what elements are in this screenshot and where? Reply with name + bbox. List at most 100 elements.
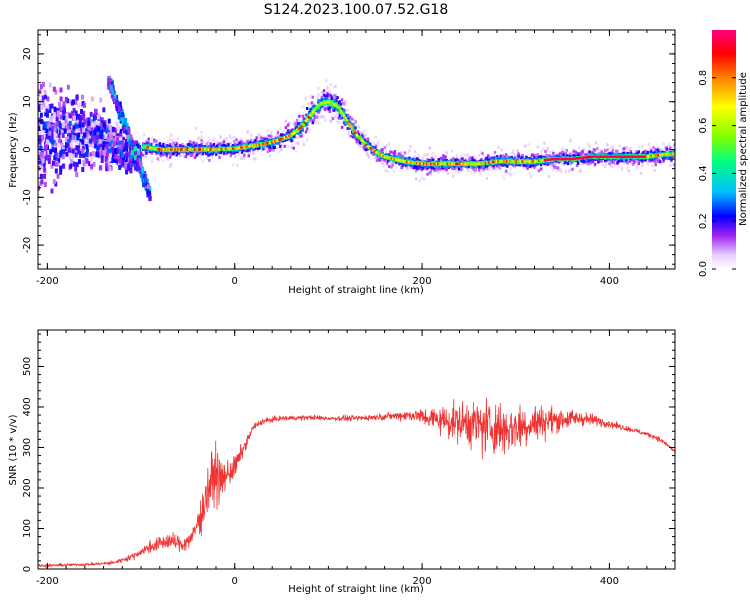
spectrogram-pixel <box>650 148 653 152</box>
spectrogram-pixel <box>317 93 320 97</box>
spectrogram-pixel <box>268 154 272 158</box>
spectrogram-pixel <box>133 155 137 161</box>
spectrogram-pixel <box>581 162 584 166</box>
spectrogram-pixel <box>70 110 74 116</box>
spectrogram-pixel <box>312 103 316 107</box>
spectrogram-pixel <box>632 162 635 166</box>
spectrogram-pixel <box>204 150 208 154</box>
spectrogram-pixel <box>262 137 265 141</box>
spectrogram-pixel <box>673 143 675 147</box>
spectrogram-pixel <box>665 145 669 149</box>
spectrogram-pixel <box>546 147 549 151</box>
spectrogram-pixel <box>470 171 473 175</box>
spectrogram-pixel <box>635 166 638 170</box>
spectrogram-pixel <box>96 132 100 138</box>
spectrogram-pixel <box>39 112 43 118</box>
spectrogram-pixel <box>253 141 256 145</box>
spectrogram-pixel <box>57 133 61 139</box>
spectrogram-pixel <box>181 143 184 147</box>
spectrogram-pixel <box>111 126 115 132</box>
spectrogram-pixel <box>295 135 299 139</box>
spectrogram-pixel <box>125 152 129 158</box>
spectrogram-pixel <box>217 157 220 161</box>
spectrogram-pixel <box>223 144 227 148</box>
spectrogram-pixel <box>547 174 551 178</box>
spectrogram-pixel <box>102 134 106 140</box>
spectrogram-pixel <box>46 105 50 111</box>
spectrogram-pixel <box>593 164 597 168</box>
spectrogram-pixel <box>570 161 573 165</box>
spectrogram-pixel <box>297 131 300 135</box>
spectrogram-pixel <box>125 169 129 175</box>
spectrogram-pixel <box>451 166 454 170</box>
spectrogram-pixel <box>346 116 349 120</box>
spectrogram-pixel <box>59 165 63 171</box>
spectrogram-pixel <box>311 121 315 125</box>
spectrogram-pixel <box>452 157 455 161</box>
spectrogram-pixel <box>456 159 460 163</box>
spectrogram-pixel <box>406 167 409 171</box>
spectrogram-pixel <box>117 106 121 112</box>
spectrogram-pixel <box>392 169 395 173</box>
spectrogram-pixel <box>93 108 97 114</box>
spectrogram-pixel <box>227 140 230 144</box>
spectrogram-pixel <box>381 148 384 152</box>
spectrogram-pixel <box>208 137 211 141</box>
spectrogram-pixel <box>331 117 335 121</box>
spectrogram-pixel <box>469 156 472 160</box>
spectrogram-pixel <box>346 114 349 118</box>
spectrogram-pixel <box>647 159 651 163</box>
spectrogram-pixel <box>107 160 111 166</box>
spectrogram-pixel <box>256 149 259 153</box>
spectrogram-pixel <box>249 133 253 137</box>
spectrogram-pixel <box>216 144 219 148</box>
spectrogram-pixel <box>108 152 112 158</box>
spectrogram-pixel <box>45 127 49 133</box>
spectrogram-pixel <box>207 139 210 143</box>
spectrogram-pixel <box>353 118 356 122</box>
spectrogram-pixel <box>168 155 172 159</box>
spectrogram-pixel <box>64 119 68 125</box>
spectrogram-pixel <box>358 131 362 135</box>
spectrogram-pixel <box>317 86 320 90</box>
spectrogram-pixel <box>83 132 87 138</box>
spectrogram-pixel <box>115 158 119 164</box>
spectrogram-pixel <box>104 133 108 139</box>
spectrogram-pixel <box>408 156 411 160</box>
spectrogram-pixel <box>481 152 484 156</box>
spectrogram-pixel <box>125 125 129 131</box>
spectrogram-pixel <box>529 164 533 168</box>
spectrogram-pixel <box>391 163 394 167</box>
spectrogram-pixel <box>270 131 273 135</box>
spectrogram-pixel <box>148 195 152 201</box>
spectrogram-pixel <box>95 125 99 131</box>
spectrogram-pixel <box>639 171 643 175</box>
spectrogram-pixel <box>90 135 94 141</box>
spectrogram-pixel <box>361 131 364 135</box>
spectrogram-pixel <box>511 149 515 153</box>
spectrogram-pixel <box>487 154 490 158</box>
spectrogram-pixel <box>59 114 63 120</box>
spectrogram-pixel <box>77 159 81 165</box>
spectrogram-pixel <box>70 159 74 165</box>
spectrogram-pixel <box>383 146 387 150</box>
spectrogram-pixel <box>75 145 79 151</box>
spectrogram-pixel <box>41 98 45 104</box>
spectrogram-pixel <box>95 135 99 141</box>
spectrogram-pixel <box>64 96 68 102</box>
spectrogram-pixel <box>76 135 80 141</box>
spectrogram-pixel <box>175 153 179 157</box>
spectrogram-pixel <box>635 150 638 154</box>
spectrogram-pixel <box>77 143 81 149</box>
spectrogram-pixel <box>146 143 149 147</box>
spectrogram-pixel <box>91 140 95 146</box>
spectrogram-pixel <box>210 154 213 158</box>
spectrogram-pixel <box>318 121 321 125</box>
spectrogram-pixel <box>138 165 142 171</box>
spectrogram-pixel <box>115 121 119 127</box>
spectrogram-pixel <box>225 137 228 141</box>
spectrogram-pixel <box>170 153 173 157</box>
spectrogram-pixel <box>275 133 279 137</box>
spectrogram-pixel <box>593 162 597 166</box>
spectrogram-pixel <box>170 133 173 137</box>
